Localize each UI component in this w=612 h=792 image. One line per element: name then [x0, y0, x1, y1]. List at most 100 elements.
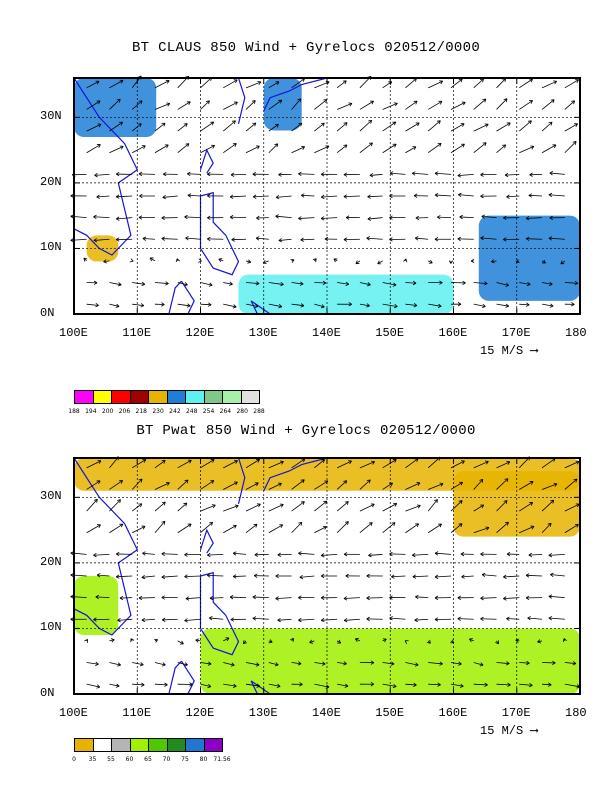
wind-vector-head — [526, 281, 531, 287]
wind-vector-head — [469, 638, 473, 643]
wind-vector-head — [325, 145, 330, 150]
wind-vector-head — [550, 499, 555, 504]
wind-vector-head — [184, 618, 188, 623]
wind-vector — [519, 78, 533, 89]
wind-vector — [131, 478, 143, 490]
wind-vector-head — [528, 552, 533, 558]
colorbar-swatch — [129, 738, 149, 752]
wind-vector-head — [230, 662, 235, 667]
wind-vector-head — [298, 595, 302, 600]
wind-vector-head — [436, 120, 441, 125]
wind-vector-head — [184, 552, 188, 557]
wind-vector — [209, 617, 224, 620]
wind-vector-head — [299, 574, 304, 580]
colorbar-swatch — [74, 738, 94, 752]
wind-vector-head — [480, 552, 484, 557]
wind-vector — [541, 483, 558, 490]
shaded-region — [200, 628, 580, 694]
colorbar-swatch — [92, 738, 112, 752]
wind-vector-head — [276, 683, 281, 688]
wind-vector — [245, 100, 256, 110]
x-tick-label: 150E — [375, 326, 405, 340]
wind-vector-head — [278, 172, 282, 177]
x-tick-label: 140E — [312, 706, 341, 720]
wind-vector-head — [298, 122, 303, 127]
wind-vector-head — [229, 215, 234, 220]
wind-vector — [542, 683, 552, 686]
wind-vector-head — [426, 639, 431, 644]
wind-vector — [245, 459, 260, 469]
wind-vector-head — [300, 193, 305, 198]
wind-vector — [473, 303, 486, 307]
wind-vector-head — [460, 143, 465, 148]
wind-vector-head — [542, 259, 546, 264]
wind-vector-head — [503, 574, 507, 579]
wind-vector — [496, 500, 508, 512]
wind-vector-head — [142, 459, 147, 463]
wind-vector-head — [94, 173, 98, 178]
coastline — [73, 457, 139, 636]
wind-vector — [291, 303, 304, 307]
wind-vector — [177, 523, 192, 534]
wind-vector — [116, 575, 133, 578]
wind-vector — [177, 459, 192, 469]
wind-vector-head — [530, 145, 535, 150]
wind-vector — [412, 553, 429, 556]
wind-vector — [86, 683, 100, 688]
wind-vector — [321, 618, 338, 621]
wind-vector-head — [232, 574, 237, 579]
wind-vector — [245, 523, 258, 534]
wind-vector — [355, 638, 361, 642]
wind-vector — [268, 303, 282, 308]
wind-vector — [382, 503, 397, 512]
colorbar-label: 218 — [135, 408, 147, 415]
wind-vector-head — [255, 662, 260, 667]
wind-vector-head — [253, 573, 258, 578]
wind-vector-head — [278, 238, 283, 243]
colorbar-label: 71.56 — [213, 756, 231, 763]
wind-vector — [480, 597, 497, 599]
wind-vector-head — [506, 460, 511, 465]
y-tick-label: 0N — [40, 686, 55, 700]
wind-vector — [268, 504, 284, 512]
wind-vector-head — [256, 458, 260, 463]
wind-vector — [86, 80, 100, 89]
wind-vector — [473, 461, 489, 469]
wind-vector-head — [208, 616, 213, 621]
wind-vector-head — [254, 552, 259, 557]
wind-vector-head — [234, 504, 239, 509]
wind-vector — [382, 482, 393, 490]
wind-vector-head — [162, 195, 167, 200]
wind-vector — [473, 282, 488, 285]
wind-vector — [177, 640, 184, 645]
wind-vector — [223, 683, 237, 687]
wind-vector-head — [414, 236, 419, 241]
wind-vector-head — [255, 236, 260, 241]
wind-vector-head — [252, 594, 257, 600]
wind-vector-head — [163, 172, 167, 177]
wind-vector-head — [115, 237, 120, 242]
wind-vector-head — [337, 639, 342, 644]
wind-vector-head — [320, 122, 325, 127]
wind-vector-head — [198, 258, 202, 263]
wind-vector — [314, 662, 326, 665]
wind-vector-head — [411, 552, 416, 558]
wind-vector-head — [255, 145, 260, 150]
wind-vector — [450, 123, 465, 132]
wind-vector-head — [161, 574, 166, 580]
wind-vector-head — [529, 502, 534, 506]
wind-vector-head — [229, 194, 234, 199]
colorbar-label: 75 — [181, 756, 189, 763]
wind-vector-head — [320, 553, 325, 558]
wind-vector — [496, 478, 509, 490]
wind-vector — [291, 146, 305, 154]
wind-vector-head — [505, 282, 510, 287]
wind-vector — [314, 500, 328, 512]
wind-vector — [382, 683, 397, 687]
wind-vector — [359, 142, 373, 154]
wind-vector — [154, 80, 170, 89]
wind-vector — [541, 99, 555, 110]
wind-vector — [245, 482, 259, 490]
wind-vector-head — [138, 503, 143, 508]
wind-vector — [245, 260, 251, 263]
